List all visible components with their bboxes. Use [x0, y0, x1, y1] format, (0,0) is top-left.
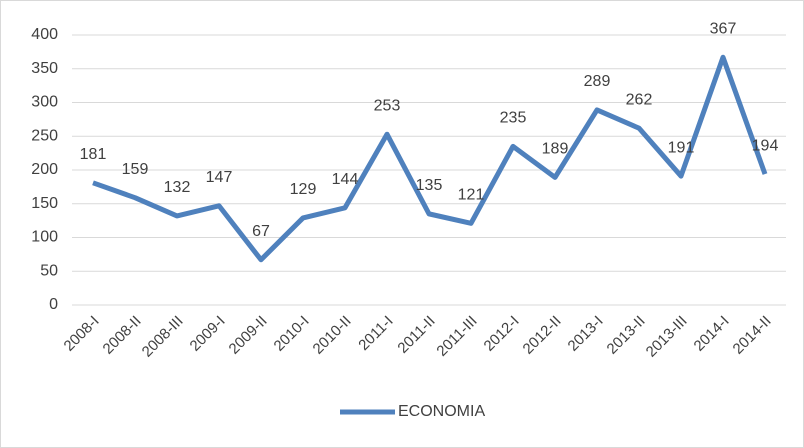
- data-label: 289: [584, 73, 611, 90]
- y-tick-label: 0: [49, 296, 58, 313]
- data-label: 67: [252, 223, 270, 240]
- y-tick-label: 400: [31, 26, 58, 43]
- data-label: 367: [710, 20, 737, 37]
- data-label: 181: [80, 146, 107, 163]
- data-label: 159: [122, 161, 149, 178]
- series-line: [92, 54, 768, 263]
- legend-label: ECONOMIA: [398, 403, 485, 420]
- data-label: 144: [332, 171, 359, 188]
- y-tick-label: 300: [31, 94, 58, 111]
- y-tick-label: 50: [40, 262, 58, 279]
- data-label: 121: [458, 187, 485, 204]
- y-tick-label: 350: [31, 60, 58, 77]
- data-label: 262: [626, 91, 653, 108]
- data-label: 189: [542, 141, 569, 158]
- data-label: 129: [290, 181, 317, 198]
- data-label: 132: [164, 179, 191, 196]
- data-label: 253: [374, 97, 401, 114]
- data-label: 147: [206, 169, 233, 186]
- data-label: 135: [416, 177, 443, 194]
- data-label: 191: [668, 139, 695, 156]
- y-tick-label: 100: [31, 229, 58, 246]
- y-tick-label: 150: [31, 195, 58, 212]
- y-tick-label: 250: [31, 127, 58, 144]
- data-label: 194: [752, 137, 779, 154]
- y-tick-label: 200: [31, 161, 58, 178]
- data-label: 235: [500, 110, 527, 127]
